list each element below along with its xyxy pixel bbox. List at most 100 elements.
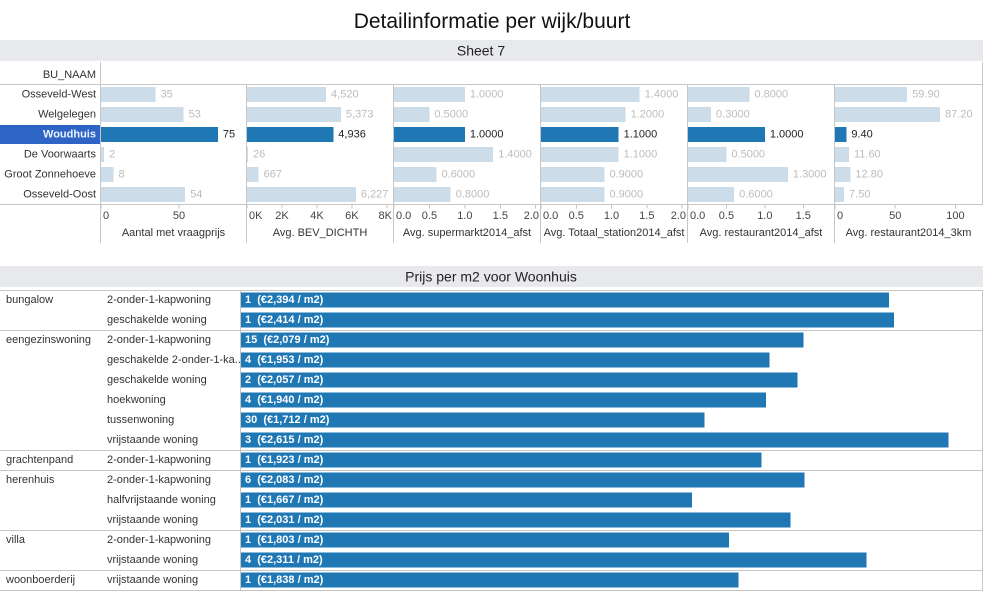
bar[interactable] — [394, 127, 465, 142]
bar[interactable] — [247, 87, 327, 102]
row-label[interactable]: Woudhuis — [43, 129, 96, 141]
category-label[interactable]: 2-onder-1-kapwoning — [107, 454, 211, 466]
bar[interactable] — [394, 147, 494, 162]
bar-label: 1 (€1,667 / m2) — [245, 494, 324, 506]
bar[interactable] — [541, 107, 626, 122]
group-label[interactable]: herenhuis — [6, 474, 55, 486]
bar[interactable] — [241, 572, 739, 588]
bar[interactable] — [541, 167, 605, 182]
category-label[interactable]: geschakelde woning — [107, 314, 207, 326]
bar[interactable] — [541, 87, 640, 102]
row-label[interactable]: Osseveld-Oost — [23, 189, 96, 201]
category-label[interactable]: geschakelde woning — [107, 374, 207, 386]
bar[interactable] — [241, 352, 770, 368]
bar[interactable] — [394, 107, 430, 122]
bar[interactable] — [101, 107, 184, 122]
bar[interactable] — [101, 167, 114, 182]
category-label[interactable]: vrijstaande woning — [107, 554, 198, 566]
tick-label: 50 — [173, 210, 185, 222]
bar-label: 1 (€2,394 / m2) — [245, 294, 324, 306]
group-label[interactable]: woonboerderij — [5, 574, 75, 586]
bar-label: 4 (€1,953 / m2) — [245, 354, 324, 366]
bar[interactable] — [241, 312, 895, 328]
bar[interactable] — [241, 552, 867, 568]
bar[interactable] — [247, 127, 334, 142]
category-label[interactable]: vrijstaande woning — [107, 434, 198, 446]
bar[interactable] — [241, 452, 762, 468]
tick-label: 2.0 — [524, 210, 539, 222]
tick-label: 2.0 — [671, 210, 686, 222]
category-label[interactable]: 2-onder-1-kapwoning — [107, 474, 211, 486]
price-chart-title: Prijs per m2 voor Woonhuis — [405, 269, 577, 285]
bar[interactable] — [241, 392, 766, 408]
row-header-bu-naam[interactable]: BU_NAAM — [43, 69, 96, 81]
tick-label: 0.0 — [396, 210, 411, 222]
bar[interactable] — [835, 147, 849, 162]
category-label[interactable]: vrijstaande woning — [107, 574, 198, 586]
row-label[interactable]: Osseveld-West — [22, 89, 96, 101]
bar[interactable] — [241, 492, 693, 508]
bar[interactable] — [241, 432, 949, 448]
group-label[interactable]: grachtenpand — [6, 454, 73, 466]
row-label[interactable]: Welgelegen — [38, 109, 96, 121]
bar[interactable] — [247, 147, 248, 162]
bar[interactable] — [241, 532, 729, 548]
bar[interactable] — [241, 412, 705, 428]
bar[interactable] — [541, 187, 605, 202]
bar[interactable] — [247, 107, 341, 122]
bar[interactable] — [241, 292, 889, 308]
bar[interactable] — [835, 107, 941, 122]
bar[interactable] — [688, 167, 788, 182]
bar[interactable] — [835, 87, 908, 102]
bar[interactable] — [241, 472, 805, 488]
category-label[interactable]: tussenwoning — [107, 414, 174, 426]
bar[interactable] — [688, 127, 765, 142]
value-label: 6,227 — [361, 189, 389, 201]
bar[interactable] — [241, 372, 798, 388]
bar[interactable] — [241, 332, 804, 348]
bar[interactable] — [394, 187, 451, 202]
bar[interactable] — [835, 127, 847, 142]
row-label[interactable]: De Voorwaarts — [24, 149, 97, 161]
tick-label: 0.5 — [569, 210, 584, 222]
value-label: 1.0000 — [470, 129, 504, 141]
category-label[interactable]: 2-onder-1-kapwoning — [107, 334, 211, 346]
bar[interactable] — [688, 87, 750, 102]
tick-label: 0 — [103, 210, 109, 222]
group-label[interactable]: eengezinswoning — [6, 334, 91, 346]
tick-label: 1.0 — [604, 210, 619, 222]
bar[interactable] — [101, 87, 156, 102]
bar[interactable] — [394, 87, 465, 102]
bar[interactable] — [688, 187, 735, 202]
value-label: 7.50 — [849, 189, 870, 201]
bar-label: 1 (€1,838 / m2) — [245, 574, 324, 586]
tick-label: 4K — [310, 210, 324, 222]
bar[interactable] — [835, 187, 845, 202]
bar[interactable] — [247, 167, 259, 182]
category-label[interactable]: hoekwoning — [107, 394, 166, 406]
bar[interactable] — [101, 187, 186, 202]
row-label[interactable]: Groot Zonnehoeve — [4, 169, 96, 181]
bar[interactable] — [247, 187, 356, 202]
bar[interactable] — [541, 147, 619, 162]
dashboard-title: Detailinformatie per wijk/buurt — [354, 10, 631, 33]
category-label[interactable]: vrijstaande woning — [107, 514, 198, 526]
group-label[interactable]: villa — [6, 534, 26, 546]
bar[interactable] — [394, 167, 437, 182]
bar[interactable] — [101, 127, 218, 142]
bar[interactable] — [835, 167, 851, 182]
tick-label: 1.5 — [639, 210, 654, 222]
bar[interactable] — [688, 107, 712, 122]
value-label: 1.3000 — [793, 169, 827, 181]
value-label: 0.8000 — [754, 89, 788, 101]
category-label[interactable]: 2-onder-1-kapwoning — [107, 534, 211, 546]
bar[interactable] — [241, 512, 791, 528]
category-label[interactable]: geschakelde 2-onder-1-ka.. — [107, 354, 241, 366]
bar[interactable] — [541, 127, 619, 142]
bar[interactable] — [101, 147, 105, 162]
group-label[interactable]: bungalow — [6, 294, 53, 306]
bar[interactable] — [688, 147, 727, 162]
category-label[interactable]: halfvrijstaande woning — [107, 494, 216, 506]
category-label[interactable]: 2-onder-1-kapwoning — [107, 294, 211, 306]
tick-label: 8K — [379, 210, 393, 222]
